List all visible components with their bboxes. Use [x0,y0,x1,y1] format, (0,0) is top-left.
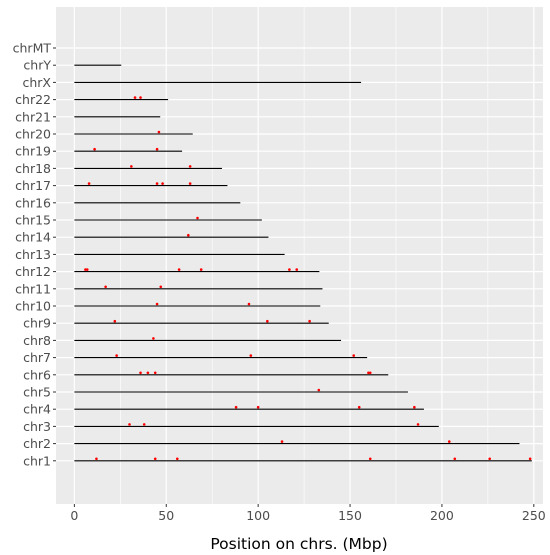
y-tick-label: chr7 [23,350,51,365]
variant-point [357,405,361,409]
variant-point [453,457,457,461]
y-tick-label: chr16 [15,195,51,210]
variant-point [175,457,179,461]
variant-point [157,130,161,134]
x-tick-label: 150 [338,508,362,523]
x-tick-label: 100 [246,508,270,523]
y-tick-label: chr11 [15,281,51,296]
y-tick-label: chr6 [23,367,51,382]
variant-point [247,302,251,306]
y-tick-label: chr9 [23,316,51,331]
variant-point [256,405,260,409]
y-tick-label: chr19 [15,144,51,159]
y-tick-label: chr3 [23,419,51,434]
variant-point [280,440,284,443]
y-tick-label: chrMT [13,41,52,56]
variant-point [152,337,155,340]
variant-point [177,268,181,271]
x-axis-title: Position on chrs. (Mbp) [210,535,387,553]
variant-point [155,147,159,151]
variant-point [153,457,157,461]
y-tick-label: chr15 [15,213,51,228]
variant-point [155,302,159,306]
variant-point [113,319,117,323]
variant-point [199,268,203,271]
variant-point [234,405,238,409]
variant-point [447,440,451,443]
y-tick-label: chr17 [15,178,51,193]
variant-point [85,268,89,271]
x-tick-label: 200 [430,508,454,523]
variant-point [188,182,192,185]
variant-point [317,388,321,392]
y-tick-label: chr13 [15,247,51,262]
y-tick-label: chr8 [23,333,51,348]
variant-point [288,268,291,271]
variant-point [133,96,137,99]
variant-point [159,285,163,289]
variant-point [153,371,157,375]
variant-point [139,96,142,99]
y-tick-label: chr20 [15,127,51,142]
variant-point [146,371,150,375]
variant-point [528,457,532,461]
plot-panel [56,7,543,504]
y-tick-label: chr5 [23,385,51,400]
variant-point [155,182,159,185]
y-tick-label: chrX [23,75,52,90]
y-tick-label: chrY [23,58,51,73]
y-tick-label: chr1 [23,453,51,468]
y-axis: chrMT chrY chrX chr22 chr21 chr20 chr19 chr18 ch… [13,41,56,468]
y-tick-label: chr10 [15,299,51,314]
variant-point [367,371,370,375]
variant-point [104,285,107,289]
variant-point [139,371,142,375]
variant-point [196,216,199,220]
variant-point [249,354,253,357]
y-tick-label: chr21 [15,109,51,124]
variant-point [368,371,372,375]
variant-point [115,354,118,357]
variant-point [368,457,372,461]
x-tick-label: 50 [158,508,174,523]
variant-point [188,165,192,168]
x-tick-label: 0 [70,508,78,523]
variant-point [488,457,492,461]
y-tick-label: chr12 [15,264,51,279]
y-tick-label: chr14 [15,230,51,245]
chromosome-segments [74,47,532,462]
variant-point [128,423,131,426]
variant-point [416,423,420,426]
minor-gridlines [120,7,489,504]
variant-point [161,182,164,185]
y-tick-label: chr4 [23,402,51,417]
variant-point [87,182,91,185]
variant-point [130,165,133,168]
x-axis: 0 50 100 150 200 250 [70,504,546,523]
x-tick-label: 250 [522,508,546,523]
variant-point [187,233,190,237]
variant-point [413,405,416,409]
variant-point [95,457,98,461]
variant-point [352,354,356,357]
variant-points [84,96,532,461]
y-tick-label: chr18 [15,161,51,176]
variant-point [142,423,146,426]
y-tick-label: chr22 [15,92,51,107]
variant-point [93,147,96,151]
variant-point [308,319,311,323]
y-tick-label: chr2 [23,436,51,451]
variant-point [84,268,87,271]
variant-point [295,268,299,271]
variant-point [266,319,269,323]
